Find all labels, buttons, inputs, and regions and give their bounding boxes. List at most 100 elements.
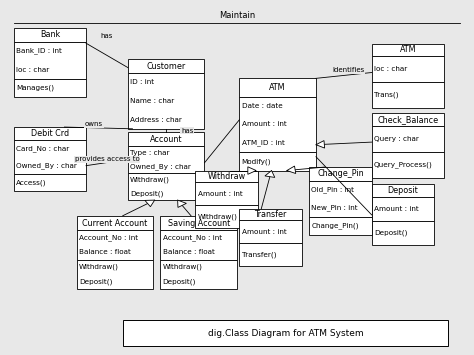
- Bar: [123, 320, 448, 346]
- Bar: [239, 220, 302, 243]
- Bar: [372, 197, 434, 221]
- Text: Bank_ID : int: Bank_ID : int: [16, 48, 62, 54]
- Text: Amount : int: Amount : int: [374, 206, 419, 212]
- Bar: [128, 132, 204, 146]
- Bar: [372, 126, 444, 152]
- Bar: [77, 216, 154, 230]
- Text: Withdraw: Withdraw: [208, 172, 246, 181]
- Polygon shape: [178, 200, 186, 207]
- Bar: [77, 230, 154, 260]
- Polygon shape: [316, 141, 325, 148]
- Bar: [128, 173, 204, 200]
- Bar: [14, 174, 86, 191]
- Text: Saving Account: Saving Account: [167, 219, 230, 228]
- Bar: [77, 260, 154, 289]
- Text: Card_No : char: Card_No : char: [16, 145, 70, 152]
- Bar: [372, 113, 444, 126]
- Bar: [195, 182, 258, 205]
- Text: has: has: [101, 33, 113, 39]
- Bar: [128, 146, 204, 173]
- Polygon shape: [287, 166, 296, 174]
- Bar: [372, 82, 444, 108]
- Text: Debit Crd: Debit Crd: [31, 129, 69, 138]
- Text: Amount : int: Amount : int: [198, 191, 242, 197]
- Text: Balance : float: Balance : float: [79, 249, 131, 255]
- Text: Transfer(): Transfer(): [242, 251, 276, 258]
- Bar: [372, 221, 434, 245]
- Bar: [14, 79, 86, 98]
- Bar: [14, 42, 86, 79]
- Text: loc : char: loc : char: [16, 67, 50, 73]
- Bar: [239, 78, 316, 97]
- Text: Customer: Customer: [146, 62, 186, 71]
- Bar: [239, 152, 316, 170]
- Polygon shape: [265, 170, 275, 178]
- Bar: [14, 127, 86, 140]
- Bar: [239, 97, 316, 152]
- Text: New_Pin : int: New_Pin : int: [311, 204, 358, 211]
- Text: Change_Pin(): Change_Pin(): [311, 223, 359, 229]
- Text: provides access to: provides access to: [74, 157, 139, 162]
- Text: Trans(): Trans(): [374, 92, 399, 98]
- Bar: [239, 209, 302, 220]
- Text: ATM_ID : int: ATM_ID : int: [242, 140, 284, 146]
- Text: has: has: [181, 127, 193, 133]
- Bar: [195, 205, 258, 228]
- Text: Identifies: Identifies: [332, 67, 365, 73]
- Text: ATM: ATM: [269, 83, 286, 92]
- Text: Query_Process(): Query_Process(): [374, 161, 433, 168]
- Text: Owned_By : char: Owned_By : char: [130, 163, 191, 170]
- Bar: [128, 73, 204, 129]
- Text: Withdraw(): Withdraw(): [163, 264, 202, 270]
- Bar: [309, 217, 372, 235]
- Text: Deposit(): Deposit(): [374, 230, 408, 236]
- Bar: [160, 230, 237, 260]
- Text: Old_Pin : int: Old_Pin : int: [311, 186, 355, 193]
- Bar: [239, 243, 302, 266]
- Bar: [195, 170, 258, 182]
- Text: Deposit: Deposit: [388, 186, 419, 195]
- Text: Maintain: Maintain: [219, 11, 255, 20]
- Text: Withdraw(): Withdraw(): [130, 176, 170, 183]
- Text: Deposit(): Deposit(): [79, 278, 112, 285]
- Polygon shape: [145, 200, 155, 207]
- Text: Current Account: Current Account: [82, 219, 148, 228]
- Text: Bank: Bank: [40, 31, 60, 39]
- Text: Owned_By : char: Owned_By : char: [16, 162, 77, 169]
- Bar: [372, 44, 444, 56]
- Text: Check_Balance: Check_Balance: [377, 115, 438, 124]
- Text: Transfer: Transfer: [255, 210, 287, 219]
- Text: Name : char: Name : char: [130, 98, 174, 104]
- Polygon shape: [248, 167, 256, 174]
- Bar: [372, 185, 434, 197]
- Text: Withdraw(): Withdraw(): [198, 213, 237, 220]
- Text: Amount : int: Amount : int: [242, 121, 286, 127]
- Bar: [14, 28, 86, 42]
- Bar: [160, 260, 237, 289]
- Text: dig.Class Diagram for ATM System: dig.Class Diagram for ATM System: [208, 329, 364, 338]
- Bar: [309, 167, 372, 181]
- Text: Deposit(): Deposit(): [163, 278, 196, 285]
- Bar: [14, 140, 86, 174]
- Text: Query : char: Query : char: [374, 136, 419, 142]
- Bar: [128, 59, 204, 73]
- Text: owns: owns: [85, 121, 103, 127]
- Text: Balance : float: Balance : float: [163, 249, 215, 255]
- Text: Type : char: Type : char: [130, 149, 170, 155]
- Text: ID : int: ID : int: [130, 80, 154, 86]
- Text: Address : char: Address : char: [130, 116, 182, 122]
- Text: Access(): Access(): [16, 180, 47, 186]
- Text: Account_No : int: Account_No : int: [163, 234, 222, 241]
- Text: Account_No : int: Account_No : int: [79, 234, 138, 241]
- Text: Deposit(): Deposit(): [130, 190, 164, 197]
- Bar: [372, 56, 444, 82]
- Bar: [160, 216, 237, 230]
- Text: Withdraw(): Withdraw(): [79, 264, 119, 270]
- Bar: [309, 181, 372, 217]
- Text: Account: Account: [150, 135, 182, 143]
- Text: Manages(): Manages(): [16, 85, 55, 92]
- Text: Modify(): Modify(): [242, 158, 271, 165]
- Text: loc : char: loc : char: [374, 66, 407, 72]
- Bar: [372, 152, 444, 178]
- Text: Date : date: Date : date: [242, 103, 283, 109]
